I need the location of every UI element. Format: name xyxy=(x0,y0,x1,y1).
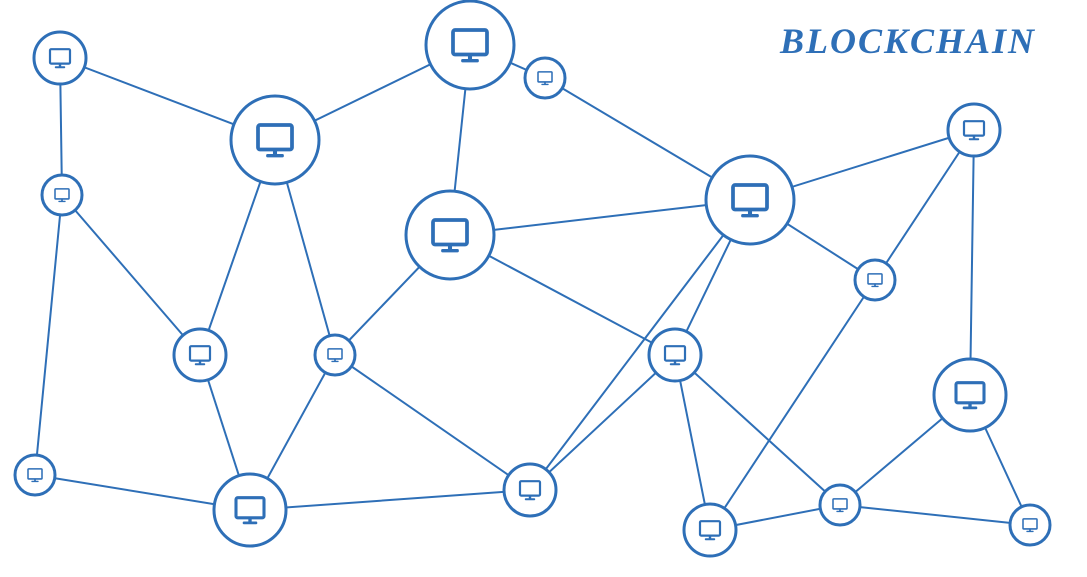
network-node xyxy=(934,359,1006,431)
edge xyxy=(970,130,974,395)
network-node xyxy=(426,1,514,89)
network-node xyxy=(855,260,895,300)
network-node xyxy=(174,329,226,381)
network-node xyxy=(525,58,565,98)
edge xyxy=(250,490,530,510)
edge xyxy=(530,200,750,490)
network-node xyxy=(948,104,1000,156)
network-node xyxy=(42,175,82,215)
network-svg xyxy=(0,0,1087,577)
edge xyxy=(335,355,530,490)
network-node xyxy=(15,455,55,495)
network-node xyxy=(406,191,494,279)
edge xyxy=(35,195,62,475)
network-node xyxy=(504,464,556,516)
edge xyxy=(62,195,200,355)
network-node xyxy=(649,329,701,381)
network-node xyxy=(1010,505,1050,545)
diagram-canvas: BLOCKCHAIN xyxy=(0,0,1087,577)
edge xyxy=(530,355,675,490)
diagram-title: BLOCKCHAIN xyxy=(780,20,1036,62)
network-node xyxy=(684,504,736,556)
network-node xyxy=(315,335,355,375)
edge xyxy=(840,505,1030,525)
network-node xyxy=(214,474,286,546)
network-node xyxy=(231,96,319,184)
network-node xyxy=(706,156,794,244)
network-node xyxy=(34,32,86,84)
network-node xyxy=(820,485,860,525)
